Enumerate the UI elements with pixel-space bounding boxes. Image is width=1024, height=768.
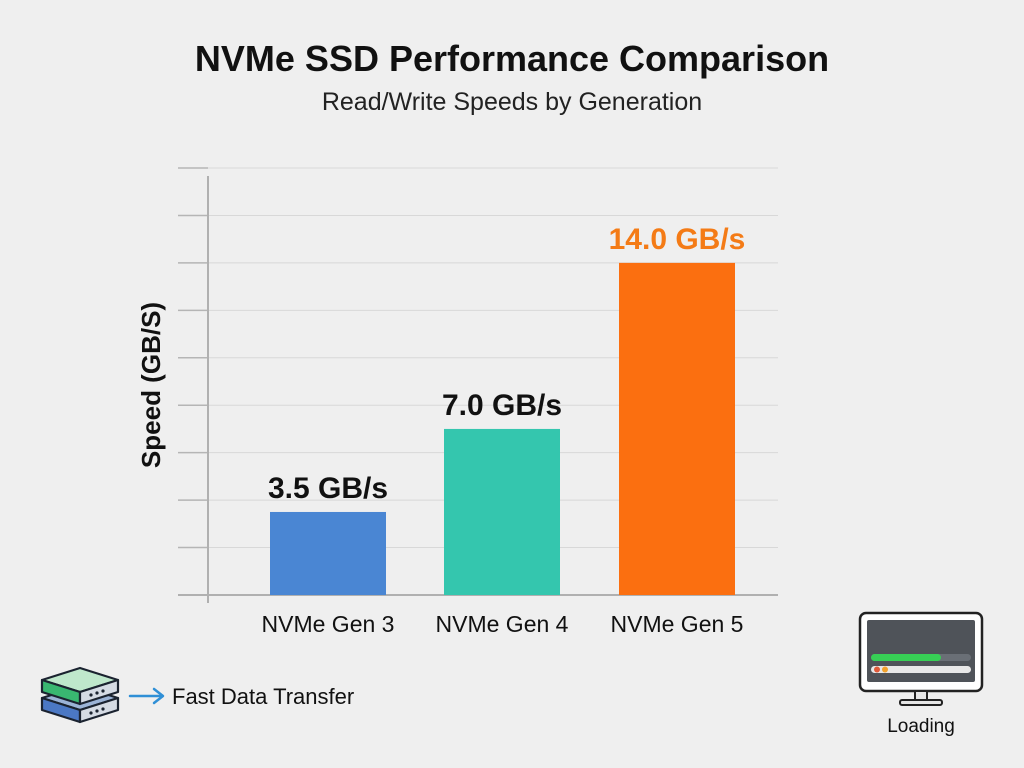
footer-legend: Fast Data Transfer [36,664,376,728]
bar-value-label: 3.5 GB/s [268,472,388,505]
x-tick-label: NVMe Gen 4 [436,611,569,637]
chart-title: NVMe SSD Performance Comparison [194,38,830,79]
server-stack-icon [40,666,120,724]
arrow-right-icon [128,687,165,705]
monitor-loading-icon [858,611,984,706]
loading-label: Loading [887,716,955,737]
bar-value-label: 14.0 GB/s [609,223,746,256]
bar-2 [444,428,560,595]
y-axis-label: Speed (GB/S) [136,302,166,468]
chart-subtitle: Read/Write Speeds by Generation [321,88,703,116]
x-tick-label: NVMe Gen 3 [262,611,395,637]
bar-value-label: 7.0 GB/s [442,389,562,422]
loading-widget: Loading [856,610,986,740]
bar-3 [619,262,735,595]
bar-1 [270,511,386,595]
progress-fill [871,654,941,661]
x-tick-label: NVMe Gen 5 [611,611,744,637]
footer-label: Fast Data Transfer [172,684,355,709]
